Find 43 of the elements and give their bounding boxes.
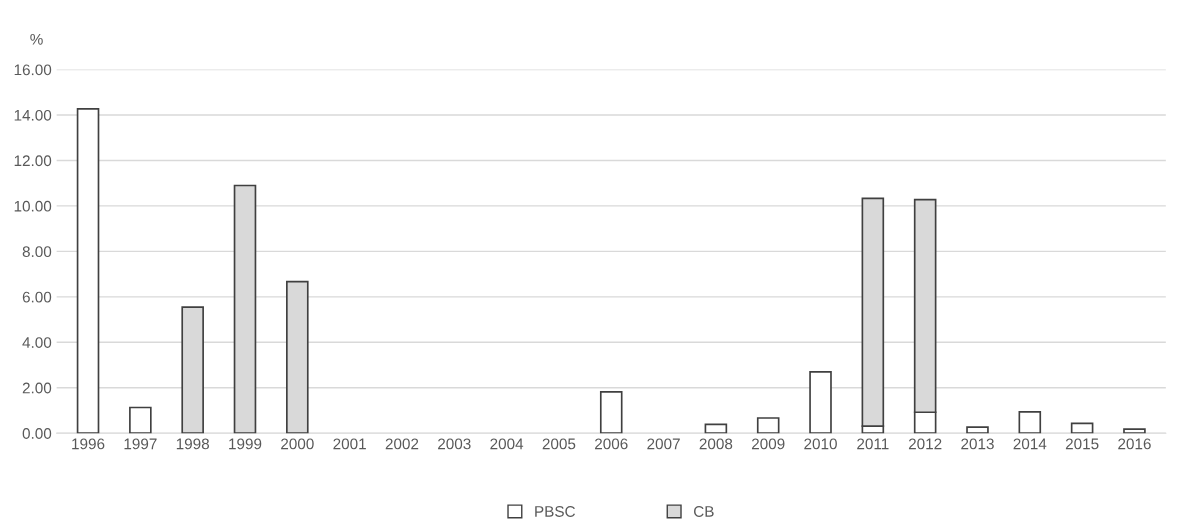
x-tick-label: 2015 — [1065, 438, 1099, 450]
y-tick-label: 12.00 — [14, 155, 52, 167]
y-tick-label: 16.00 — [14, 64, 52, 76]
bar — [756, 417, 780, 434]
x-tick-label: 2010 — [804, 438, 837, 450]
bar — [966, 426, 989, 434]
bar — [129, 406, 152, 434]
y-tick-label: 10.00 — [14, 200, 52, 212]
x-tick-label: 2005 — [542, 438, 576, 450]
x-tick-label: 2013 — [961, 438, 994, 450]
y-axis-title: % — [30, 33, 43, 45]
x-tick-label: 1998 — [176, 438, 209, 450]
bar — [809, 370, 832, 434]
bar — [1123, 428, 1146, 434]
y-tick-label: 4.00 — [22, 337, 52, 348]
legend-label: PBSC — [535, 506, 576, 517]
bar — [599, 390, 623, 434]
x-tick-label: 1997 — [124, 438, 157, 450]
x-tick-label: 2016 — [1118, 438, 1151, 450]
y-tick-label: 2.00 — [22, 382, 52, 394]
x-tick-label: 1996 — [72, 438, 105, 450]
x-tick-label: 2007 — [647, 438, 680, 450]
bar — [76, 108, 100, 434]
bar — [1070, 422, 1094, 434]
y-tick-label: 14.00 — [14, 109, 52, 121]
bar — [704, 423, 728, 434]
x-tick-label: 2008 — [699, 438, 733, 450]
x-tick-label: 2012 — [908, 438, 942, 450]
bar — [1018, 410, 1042, 434]
legend-label: CB — [694, 506, 714, 517]
x-tick-label: 2001 — [333, 438, 366, 450]
x-tick-label: 2004 — [490, 438, 524, 450]
x-tick-label: 2014 — [1013, 438, 1047, 450]
x-tick-label: 2011 — [857, 438, 889, 450]
x-tick-label: 2002 — [385, 438, 419, 450]
x-tick-label: 2009 — [751, 438, 785, 450]
x-tick-label: 1999 — [229, 438, 262, 450]
y-tick-label: 0.00 — [22, 428, 52, 439]
y-tick-label: 8.00 — [22, 246, 52, 258]
y-tick-label: 6.00 — [22, 291, 52, 303]
x-tick-label: 2003 — [438, 438, 471, 450]
x-tick-label: 2000 — [281, 438, 314, 450]
x-tick-label: 2006 — [595, 438, 628, 450]
